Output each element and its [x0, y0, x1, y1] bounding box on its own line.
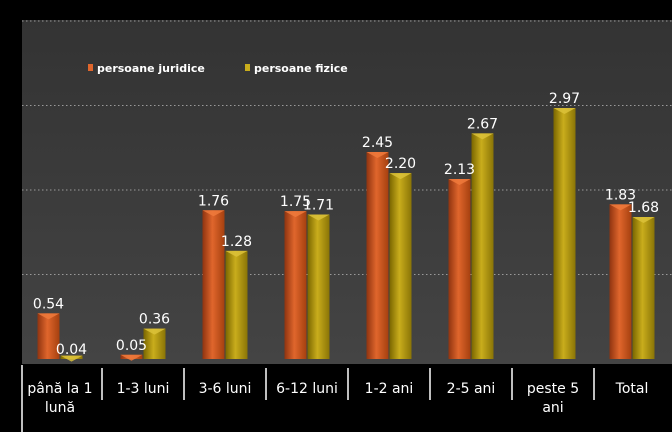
data-label: 1.28 [221, 234, 252, 250]
bar-body [143, 328, 166, 359]
labels-layer: 0.54 0.05 1.76 1.75 2.45 2.13 1.83 0.04 0.36 1.28… [33, 91, 659, 358]
bar-body [225, 250, 248, 359]
category-label: peste 5 ani [527, 381, 579, 416]
category-label: 6-12 luni [276, 381, 338, 397]
data-label: 0.05 [116, 338, 147, 354]
category-label: 3-6 luni [199, 381, 252, 397]
bar-cap [609, 204, 632, 211]
legend: persoane juridice persoane fizice [88, 62, 348, 75]
data-label: 0.04 [56, 342, 87, 358]
bar-body [37, 313, 60, 359]
data-label: 2.67 [467, 116, 498, 132]
bar-cap [120, 354, 143, 361]
bar-body [284, 211, 307, 359]
bar-cap [471, 133, 494, 140]
data-label: 2.20 [385, 156, 416, 172]
legend-swatch [245, 64, 250, 71]
bar-persoane-fizice [389, 173, 412, 359]
bar-body [553, 108, 576, 359]
data-label: 2.13 [444, 162, 475, 178]
data-label: 1.76 [198, 193, 229, 209]
legend-label: persoane fizice [254, 62, 348, 75]
legend-item: persoane juridice [88, 62, 205, 75]
bar-cap [143, 328, 166, 335]
bar-persoane-fizice [225, 250, 248, 359]
bar-persoane-fizice [471, 133, 494, 359]
bar-persoane-juridice [448, 179, 471, 359]
bar-cap [202, 210, 225, 217]
data-label: 1.83 [605, 187, 636, 203]
bar-cap [366, 151, 389, 158]
bar-body [632, 217, 655, 359]
bar-body [448, 179, 471, 359]
bar-cap [389, 173, 412, 180]
bar-cap [448, 179, 471, 186]
category-label: Total [615, 381, 649, 397]
bar-cap [632, 217, 655, 224]
bar-body [366, 151, 389, 359]
bar-body [202, 210, 225, 359]
bar-persoane-juridice [202, 210, 225, 359]
data-label: 2.45 [362, 135, 393, 151]
bar-persoane-juridice [366, 151, 389, 359]
bar-persoane-juridice [284, 211, 307, 359]
bar-body [471, 133, 494, 359]
category-label: până la 1 lună [27, 381, 92, 416]
bar-body [307, 214, 330, 359]
category-label: 1-2 ani [365, 381, 414, 397]
bar-cap [553, 108, 576, 115]
bar-persoane-juridice [37, 313, 60, 359]
bar-persoane-fizice [307, 214, 330, 359]
bar-persoane-fizice [60, 355, 83, 362]
bar-body [389, 173, 412, 359]
category-label: 1-3 luni [117, 381, 170, 397]
bar-persoane-fizice [143, 328, 166, 359]
bar-cap [37, 313, 60, 320]
bar-persoane-fizice [632, 217, 655, 359]
bar-persoane-fizice [553, 108, 576, 359]
grid-layer [22, 20, 672, 275]
data-label: 1.68 [628, 200, 659, 216]
data-label: 0.54 [33, 296, 64, 312]
bars-layer [37, 108, 655, 362]
bar-persoane-juridice [120, 354, 143, 361]
bar-cap [60, 355, 83, 362]
data-label: 1.71 [303, 198, 334, 214]
category-label: 2-5 ani [447, 381, 496, 397]
legend-label: persoane juridice [97, 62, 205, 75]
data-label: 0.36 [139, 312, 170, 328]
x-axis: până la 1 lună 1-3 luni 3-6 luni 6-12 luni 1-… [21, 364, 672, 432]
bar-cap [307, 214, 330, 221]
bar-cap [225, 250, 248, 257]
legend-swatch [88, 64, 93, 71]
legend-item: persoane fizice [245, 62, 348, 75]
data-label: 2.97 [549, 91, 580, 107]
bar-cap [284, 211, 307, 218]
bar-persoane-juridice [609, 204, 632, 359]
data-label: 1.75 [280, 194, 311, 210]
bar-body [609, 204, 632, 359]
